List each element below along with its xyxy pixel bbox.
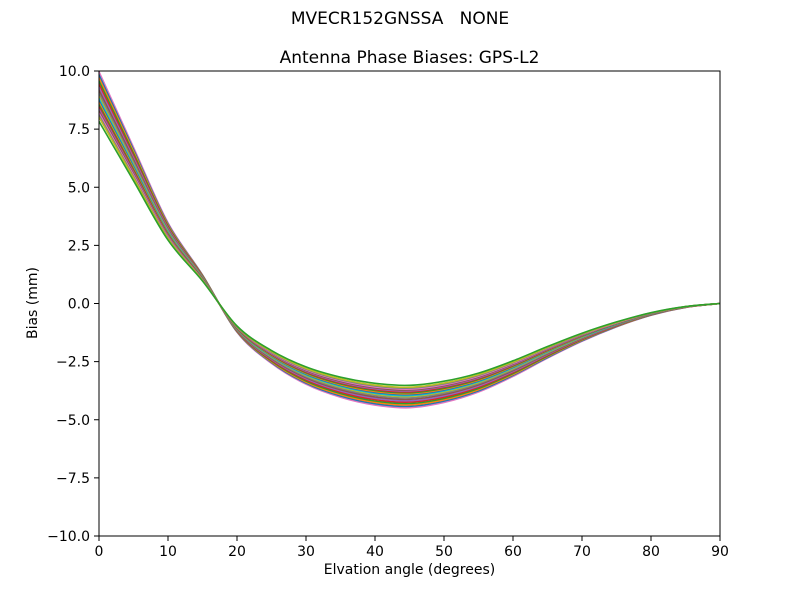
x-tick-label: 40 xyxy=(366,544,384,560)
axes-title: Antenna Phase Biases: GPS-L2 xyxy=(279,48,540,68)
y-tick-label: 10.0 xyxy=(59,64,90,80)
series-line-antenna-08 xyxy=(99,92,720,399)
series-line-antenna-09 xyxy=(99,95,720,398)
x-axis-label: Elvation angle (degrees) xyxy=(323,562,496,578)
y-tick-label: −5.0 xyxy=(56,413,90,429)
series-line-antenna-07 xyxy=(99,89,720,401)
y-tick-label: 7.5 xyxy=(68,122,90,138)
x-tick-label: 10 xyxy=(159,544,177,560)
series-line-antenna-13 xyxy=(99,104,720,394)
x-tick-label: 80 xyxy=(642,544,660,560)
series-line-antenna-14 xyxy=(99,106,720,393)
series-line-antenna-01 xyxy=(99,71,720,409)
x-tick-label: 70 xyxy=(573,544,591,560)
figure-title: MVECR152GNSSA NONE xyxy=(290,9,510,29)
series-line-antenna-20 xyxy=(99,120,720,387)
series-line-antenna-03 xyxy=(99,77,720,406)
axes-spines xyxy=(98,70,721,537)
series-line-antenna-12 xyxy=(99,102,720,395)
y-tick-label: 0.0 xyxy=(68,297,90,313)
series-line-antenna-16 xyxy=(99,110,720,391)
x-tick-label: 0 xyxy=(95,544,104,560)
series-line-antenna-15 xyxy=(99,108,720,392)
x-tick-label: 90 xyxy=(711,544,729,560)
series-line-antenna-05 xyxy=(99,83,720,403)
y-tick-label: 2.5 xyxy=(68,238,90,254)
series-line-antenna-10 xyxy=(99,97,720,397)
series-line-antenna-17 xyxy=(99,112,720,390)
y-axis-label: Bias (mm) xyxy=(25,266,41,340)
y-tick-label: −10.0 xyxy=(47,529,90,545)
series-line-antenna-18 xyxy=(99,114,720,389)
y-tick-label: −7.5 xyxy=(56,471,90,487)
x-tick-label: 30 xyxy=(297,544,315,560)
x-tick-label: 60 xyxy=(504,544,522,560)
series-line-antenna-19 xyxy=(99,116,720,389)
series-line-antenna-11 xyxy=(99,99,720,396)
x-tick-label: 50 xyxy=(435,544,453,560)
x-tick-label: 20 xyxy=(228,544,246,560)
series-line-antenna-02 xyxy=(99,74,720,408)
series-line-antenna-06 xyxy=(99,86,720,402)
series-group xyxy=(99,71,720,409)
series-line-antenna-04 xyxy=(99,80,720,405)
y-tick-label: −2.5 xyxy=(56,355,90,371)
y-tick-label: 5.0 xyxy=(68,180,90,196)
